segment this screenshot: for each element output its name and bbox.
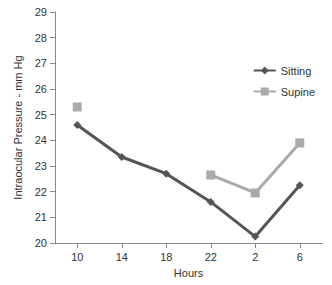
svg-text:26: 26 xyxy=(35,83,47,95)
svg-text:22: 22 xyxy=(205,251,217,263)
svg-text:18: 18 xyxy=(160,251,172,263)
svg-text:14: 14 xyxy=(116,251,128,263)
svg-text:27: 27 xyxy=(35,57,47,69)
svg-text:Intraocular Pressure - mm Hg: Intraocular Pressure - mm Hg xyxy=(12,55,24,199)
svg-text:Sitting: Sitting xyxy=(281,65,312,77)
svg-text:20: 20 xyxy=(35,237,47,249)
svg-text:28: 28 xyxy=(35,32,47,44)
svg-text:25: 25 xyxy=(35,109,47,121)
svg-text:23: 23 xyxy=(35,160,47,172)
svg-text:10: 10 xyxy=(71,251,83,263)
svg-text:29: 29 xyxy=(35,6,47,18)
svg-text:22: 22 xyxy=(35,186,47,198)
svg-text:6: 6 xyxy=(297,251,303,263)
svg-text:21: 21 xyxy=(35,211,47,223)
svg-text:Hours: Hours xyxy=(174,267,204,279)
svg-text:Supine: Supine xyxy=(281,86,315,98)
svg-text:24: 24 xyxy=(35,134,47,146)
svg-text:2: 2 xyxy=(252,251,258,263)
